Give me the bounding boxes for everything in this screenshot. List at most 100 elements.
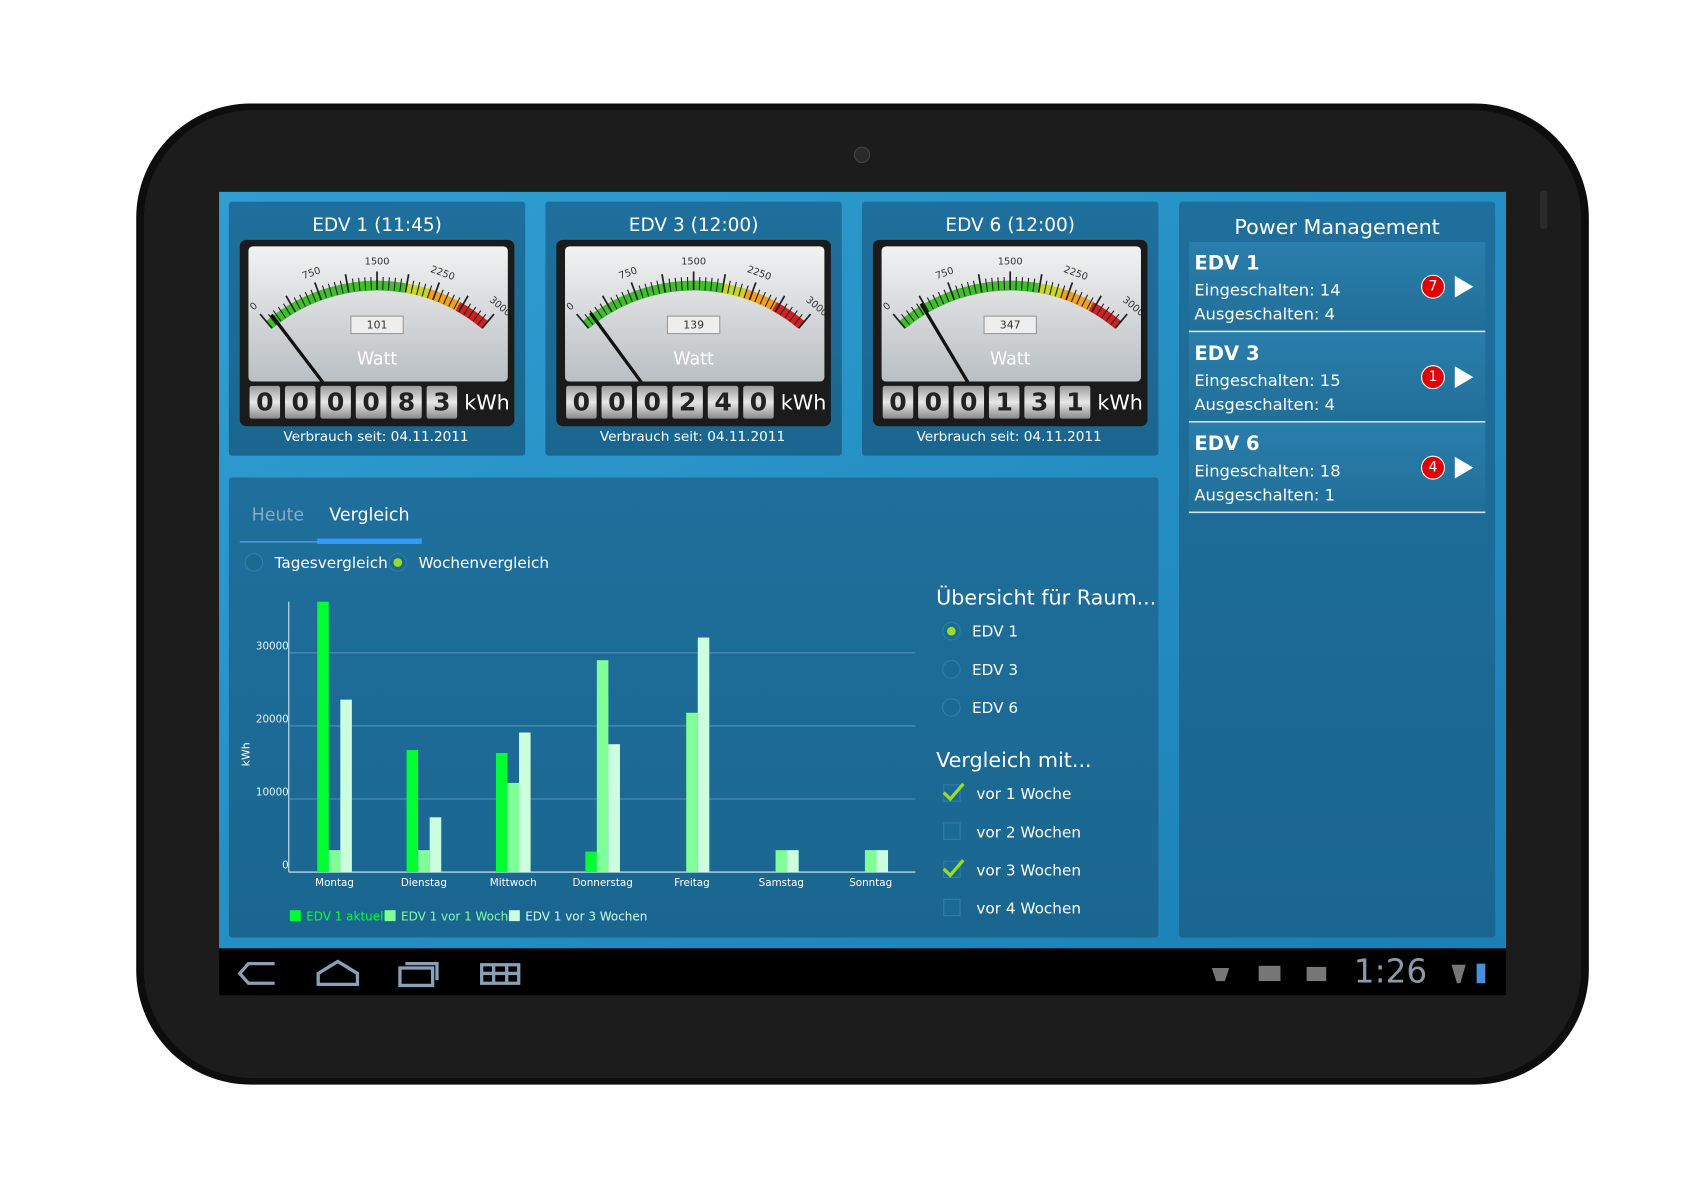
gauge-band — [720, 283, 746, 299]
gauge-scale-label: 1500 — [998, 257, 1023, 268]
gauge-tick — [448, 294, 455, 307]
compare-checkbox[interactable] — [943, 898, 961, 917]
gauge-tick — [656, 280, 661, 294]
y-tick-label: 10000 — [256, 786, 289, 798]
bar — [507, 782, 520, 873]
gauge-tick — [932, 294, 940, 307]
gauge-tick — [1065, 282, 1074, 301]
compare-checkbox[interactable] — [943, 822, 961, 840]
compare-label[interactable]: vor 1 Woche — [976, 785, 1071, 803]
x-tick-label: Mittwoch — [490, 877, 537, 889]
gauge-tick — [267, 313, 277, 325]
mode-radio[interactable] — [244, 553, 264, 572]
gauge-tick — [599, 303, 608, 316]
check-mark — [942, 859, 965, 878]
bar — [787, 850, 799, 873]
bag-icon — [1306, 966, 1327, 982]
gauge-tick — [421, 283, 427, 297]
gauge-tick — [293, 297, 301, 310]
gauge-tick — [310, 289, 317, 303]
gauge-tick — [410, 280, 415, 294]
gauge-tick — [358, 277, 361, 291]
power-name: EDV 3 — [1194, 342, 1259, 365]
power-on: Eingeschalten: 15 — [1194, 371, 1340, 390]
x-tick-label: Donnerstag — [572, 877, 632, 889]
power-off: Ausgeschalten: 4 — [1194, 305, 1335, 324]
gauge-tick — [468, 306, 477, 319]
gauge-tick — [344, 274, 350, 293]
gauge-tick — [1070, 289, 1077, 303]
power-title: Power Management — [1234, 215, 1439, 239]
open-arrow[interactable] — [1454, 275, 1474, 298]
gauge-scale-label: 0 — [565, 301, 577, 313]
room-label[interactable]: EDV 3 — [972, 661, 1018, 679]
camera — [853, 146, 871, 163]
gauge-display — [350, 315, 404, 335]
power-item[interactable]: EDV 1 Eingeschalten: 14 Ausgeschalten: 4 7 — [1188, 241, 1486, 333]
room-radio-dot — [946, 626, 956, 636]
since-label: Verbrauch seit: 04.11.2011 — [283, 429, 468, 445]
compare-label[interactable]: vor 3 Wochen — [976, 861, 1081, 879]
compare-label[interactable]: vor 2 Wochen — [976, 823, 1081, 841]
counter-wheel — [707, 385, 739, 419]
room-radio[interactable] — [942, 660, 961, 679]
bar — [876, 850, 889, 873]
power-item[interactable]: EDV 6 Eingeschalten: 18 Ausgeschalten: 1 4 — [1188, 422, 1486, 514]
counter-unit: kWh — [781, 390, 827, 414]
room-label[interactable]: EDV 1 — [972, 623, 1018, 641]
gauge-tick — [1060, 285, 1066, 299]
menu-button[interactable] — [480, 963, 521, 985]
gauge-tick — [630, 282, 639, 301]
legend-swatch — [384, 910, 396, 922]
gauge-tick — [437, 289, 444, 303]
home-button[interactable] — [316, 959, 360, 986]
mode-label[interactable]: Wochenvergleich — [418, 554, 549, 572]
gauge-tick — [285, 295, 297, 313]
gauge-tick — [710, 277, 713, 291]
tab[interactable]: Heute — [252, 506, 304, 526]
gauge-title: EDV 6 (12:00) — [945, 215, 1075, 236]
gauge-tick — [1076, 291, 1083, 305]
open-arrow[interactable] — [1454, 366, 1474, 389]
gauge-band — [1059, 288, 1094, 311]
open-arrow[interactable] — [1454, 456, 1474, 479]
gauge-tick — [644, 283, 650, 297]
counter-wheel — [1059, 385, 1091, 419]
battery-icon — [1476, 963, 1486, 984]
gauge-tick — [427, 285, 433, 299]
gauge-tick — [789, 310, 798, 322]
gauge-tick — [1105, 310, 1115, 322]
gauge-tick — [916, 303, 925, 316]
gauge-tick — [601, 295, 613, 313]
gauge-tick — [304, 291, 312, 305]
counter-digit: 0 — [256, 387, 273, 416]
power-item[interactable]: EDV 3 Eingeschalten: 15 Ausgeschalten: 4 1 — [1188, 332, 1486, 423]
counter-wheel — [426, 385, 458, 419]
y-tick-label: 30000 — [256, 640, 289, 652]
legend-swatch — [289, 910, 301, 922]
gauge-unit: Watt — [357, 350, 398, 370]
gauge-tick — [1086, 297, 1094, 310]
alert-count: 1 — [1429, 369, 1438, 385]
counter-wheel — [953, 385, 985, 419]
tab[interactable]: Vergleich — [329, 506, 409, 526]
room-label[interactable]: EDV 6 — [972, 699, 1018, 717]
compare-label[interactable]: vor 4 Wochen — [976, 900, 1081, 918]
tab-indicator — [317, 538, 422, 544]
counter-digit: 4 — [714, 387, 731, 416]
legend-swatch — [508, 910, 520, 922]
sensor — [1539, 190, 1548, 229]
nav-buttons — [237, 959, 521, 988]
mode-label[interactable]: Tagesvergleich — [274, 554, 388, 572]
bar — [697, 637, 710, 873]
gauge-scale-label: 1500 — [365, 257, 390, 268]
gauge-tick — [1026, 277, 1030, 291]
room-radio[interactable] — [942, 698, 961, 717]
bar — [585, 851, 597, 873]
counter-digit: 0 — [889, 387, 906, 416]
power-off: Ausgeschalten: 4 — [1194, 395, 1335, 414]
back-button[interactable] — [237, 961, 275, 985]
recent-button[interactable] — [398, 961, 439, 988]
